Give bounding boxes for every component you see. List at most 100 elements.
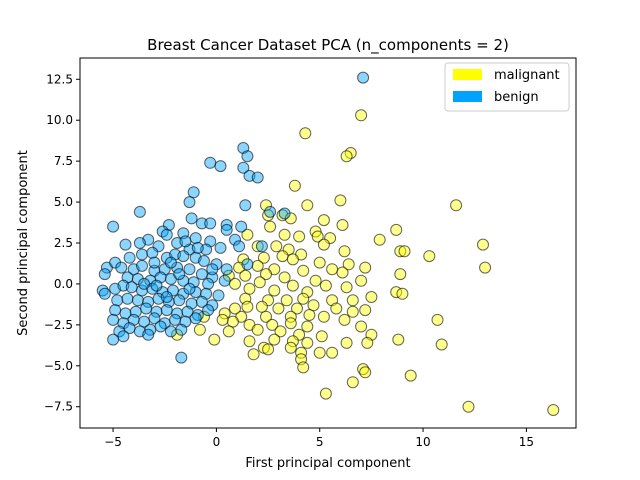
point-malignant [330, 302, 343, 315]
point-malignant [297, 292, 310, 305]
point-benign [241, 258, 254, 271]
point-malignant [365, 291, 378, 303]
point-malignant [319, 279, 332, 292]
point-benign [136, 248, 148, 261]
point-benign [183, 263, 196, 276]
legend-swatch-benign [453, 91, 482, 102]
point-benign [195, 217, 208, 230]
point-malignant [390, 223, 403, 236]
point-benign [220, 223, 233, 236]
point-malignant [547, 404, 560, 416]
x-tick-label: 5 [316, 435, 324, 449]
point-malignant [266, 318, 279, 331]
point-benign [179, 235, 192, 248]
point-benign [160, 304, 173, 317]
point-malignant [193, 323, 206, 336]
point-malignant [392, 333, 405, 346]
point-malignant [317, 310, 330, 323]
point-malignant [247, 348, 260, 361]
chart-title: Breast Cancer Dataset PCA (n_components … [147, 36, 509, 55]
point-malignant [423, 250, 436, 263]
point-malignant [398, 245, 411, 258]
point-malignant [262, 343, 275, 356]
point-benign [255, 240, 268, 253]
point-malignant [404, 369, 417, 382]
point-benign [187, 276, 200, 289]
point-benign [202, 277, 215, 290]
point-benign [229, 233, 241, 246]
point-malignant [286, 335, 299, 348]
point-malignant [342, 258, 355, 271]
point-benign [98, 287, 111, 300]
point-malignant [301, 336, 314, 349]
point-benign [148, 256, 161, 269]
y-tick-label: 0.0 [54, 277, 73, 291]
point-malignant [243, 282, 256, 295]
point-benign [198, 255, 210, 267]
point-benign [218, 274, 231, 287]
y-axis-ticks: −7.5 −5.0 −2.5 0.0 2.5 5.0 7.5 10.0 12.5 [44, 72, 80, 414]
series-malignant [171, 109, 560, 416]
point-malignant [229, 302, 241, 315]
point-benign [191, 241, 204, 254]
point-benign [123, 251, 136, 264]
legend-label-benign: benign [494, 90, 539, 105]
point-benign [233, 240, 246, 253]
point-benign [136, 259, 148, 272]
point-malignant [346, 305, 359, 318]
point-benign [98, 268, 111, 281]
point-malignant [355, 109, 368, 122]
point-benign [119, 238, 132, 251]
point-malignant [270, 240, 283, 253]
point-malignant [326, 346, 339, 359]
point-malignant [450, 199, 463, 212]
point-benign [107, 333, 120, 346]
point-benign [204, 156, 217, 169]
point-benign [204, 217, 217, 230]
point-malignant [338, 313, 351, 326]
point-malignant [239, 269, 252, 282]
y-tick-label: 12.5 [46, 72, 73, 86]
point-benign [133, 237, 146, 249]
point-malignant [257, 251, 270, 264]
point-malignant [313, 256, 326, 269]
point-benign [357, 71, 370, 84]
point-malignant [338, 245, 351, 258]
point-benign [160, 291, 173, 303]
point-benign [142, 328, 155, 341]
point-malignant [286, 279, 299, 292]
point-benign [187, 186, 200, 199]
point-malignant [251, 323, 264, 336]
point-malignant [284, 212, 297, 225]
point-malignant [260, 310, 272, 323]
point-benign [173, 294, 186, 307]
point-malignant [361, 336, 374, 349]
y-tick-label: 5.0 [54, 195, 73, 209]
point-benign [175, 323, 188, 336]
y-tick-label: −5.0 [44, 359, 73, 373]
legend-label-malignant: malignant [494, 68, 560, 83]
point-malignant [229, 277, 241, 290]
point-malignant [251, 259, 264, 272]
point-malignant [255, 300, 268, 313]
point-benign [214, 160, 227, 173]
point-malignant [301, 286, 314, 299]
point-benign [173, 268, 186, 281]
point-malignant [336, 266, 349, 279]
point-benign [183, 196, 196, 209]
point-malignant [295, 346, 308, 359]
point-malignant [431, 313, 444, 326]
point-malignant [346, 294, 359, 307]
point-benign [239, 199, 252, 212]
point-benign [220, 263, 233, 276]
point-benign [121, 292, 134, 305]
point-benign [148, 312, 161, 325]
x-tick-label: 0 [213, 435, 221, 449]
point-malignant [394, 245, 407, 258]
point-malignant [208, 333, 221, 346]
point-benign [278, 207, 291, 220]
x-tick-label: −5 [104, 435, 122, 449]
point-benign [169, 313, 182, 326]
point-benign [164, 325, 177, 338]
point-malignant [268, 333, 281, 346]
